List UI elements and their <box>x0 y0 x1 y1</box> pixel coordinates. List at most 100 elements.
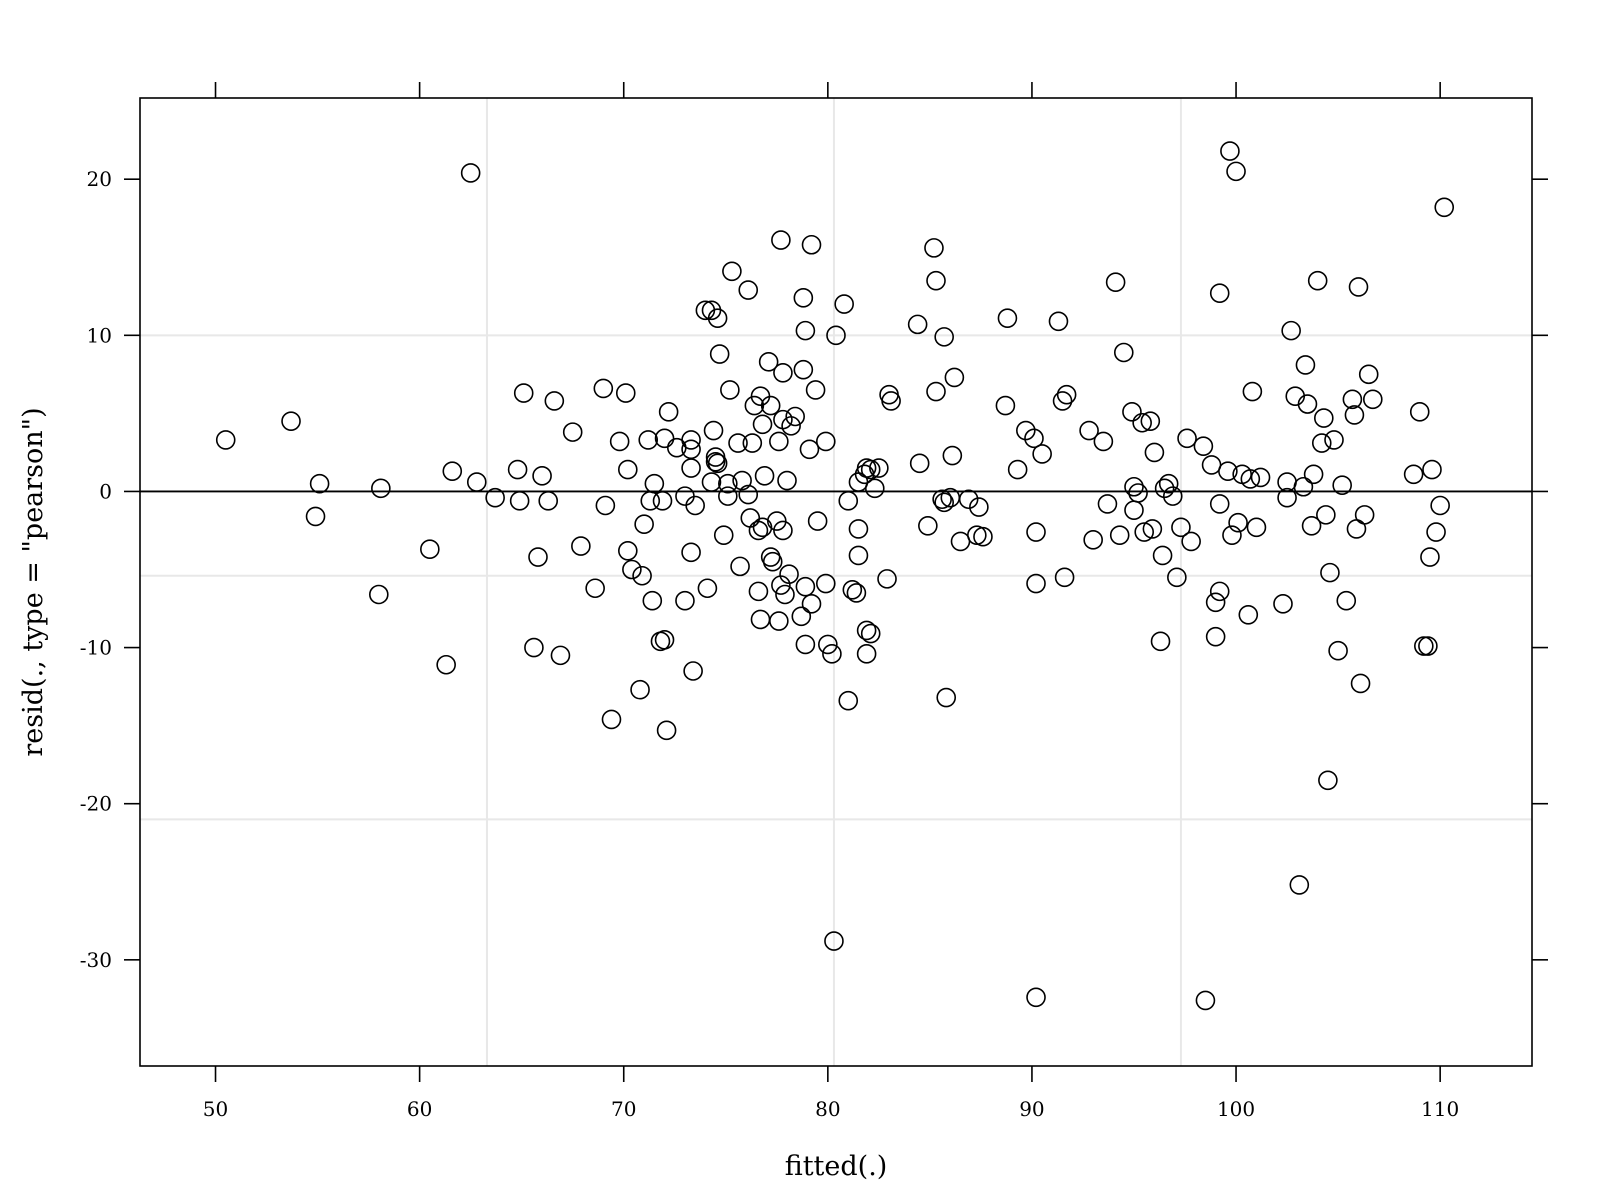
data-point <box>846 583 867 603</box>
data-point <box>1007 459 1028 480</box>
data-point <box>1093 431 1114 452</box>
data-point <box>815 431 836 452</box>
data-point <box>1295 355 1316 375</box>
data-point <box>760 395 781 416</box>
data-point <box>460 163 481 183</box>
data-point <box>856 644 877 664</box>
data-point <box>681 430 701 450</box>
data-point <box>942 445 963 466</box>
data-point <box>748 581 769 602</box>
data-point <box>1362 389 1383 410</box>
data-point <box>638 430 659 450</box>
grid-lines <box>140 98 1532 1066</box>
data-point <box>752 517 773 538</box>
data-point <box>1024 428 1044 449</box>
data-points <box>215 141 1455 1011</box>
data-point <box>595 495 616 516</box>
data-point <box>513 383 534 403</box>
data-point <box>538 491 559 511</box>
data-point <box>713 525 734 545</box>
data-point <box>701 472 722 492</box>
data-point <box>848 519 869 539</box>
data-point <box>720 380 740 400</box>
data-point <box>838 690 859 711</box>
data-point <box>697 578 718 599</box>
data-point <box>507 459 528 480</box>
data-point <box>732 470 752 491</box>
data-point <box>1113 342 1134 363</box>
data-point <box>856 620 877 641</box>
data-point <box>1358 364 1379 385</box>
data-point <box>1201 455 1222 475</box>
data-point <box>781 416 801 436</box>
data-point <box>1122 402 1142 422</box>
data-point <box>1318 770 1338 791</box>
data-point <box>842 580 863 600</box>
data-point <box>705 451 726 472</box>
y-tick-label: -10 <box>80 636 112 660</box>
data-point <box>1167 567 1187 588</box>
data-point <box>754 466 775 486</box>
data-point <box>1301 515 1322 536</box>
data-point <box>773 362 793 383</box>
data-point <box>532 466 552 486</box>
data-point <box>860 459 881 480</box>
data-point <box>718 473 738 494</box>
data-point <box>769 611 789 631</box>
data-point <box>1418 636 1438 656</box>
data-point <box>1422 459 1442 480</box>
data-point <box>1132 412 1152 433</box>
data-point <box>485 487 505 508</box>
data-point <box>1026 522 1046 542</box>
data-point <box>1052 391 1073 411</box>
data-point <box>818 634 838 655</box>
data-point <box>1420 547 1440 567</box>
data-point <box>632 565 652 586</box>
data-point <box>1281 320 1301 341</box>
data-point <box>848 545 869 566</box>
data-point <box>1303 464 1324 485</box>
data-point <box>926 381 946 402</box>
data-point <box>722 261 742 282</box>
data-point <box>1054 567 1075 588</box>
data-point <box>728 433 748 453</box>
data-point <box>1124 476 1144 497</box>
data-point <box>585 578 605 599</box>
data-point <box>1026 987 1046 1008</box>
data-point <box>618 540 638 561</box>
x-axis-title: fitted(.) <box>785 1151 888 1182</box>
data-point <box>1162 486 1183 506</box>
data-point <box>1344 405 1365 425</box>
data-point <box>742 433 763 453</box>
axis-ticks <box>124 82 1548 1082</box>
data-point <box>1414 636 1434 656</box>
y-tick-label: -20 <box>80 792 112 816</box>
data-point <box>622 559 642 580</box>
x-tick-label: 110 <box>1421 1097 1459 1121</box>
data-point <box>524 637 544 658</box>
data-point <box>658 402 679 422</box>
data-point <box>528 547 548 567</box>
data-point <box>1171 517 1191 538</box>
y-axis-title: resid(., type = "pearson") <box>18 407 49 756</box>
data-point <box>909 453 930 474</box>
data-point <box>630 679 650 700</box>
data-point <box>824 931 844 951</box>
data-point <box>907 314 928 335</box>
data-point <box>1328 640 1348 661</box>
data-point <box>1056 384 1077 405</box>
data-point <box>877 569 897 589</box>
data-point <box>748 520 769 541</box>
data-point <box>807 511 828 531</box>
data-point <box>1181 531 1201 552</box>
data-point <box>562 422 583 442</box>
data-point <box>1342 389 1363 410</box>
data-point <box>654 629 675 650</box>
data-point <box>652 491 673 511</box>
data-point <box>926 270 946 291</box>
x-tick-label: 50 <box>203 1097 228 1121</box>
data-point <box>1354 505 1375 525</box>
data-point <box>281 411 301 431</box>
data-point <box>675 590 695 611</box>
